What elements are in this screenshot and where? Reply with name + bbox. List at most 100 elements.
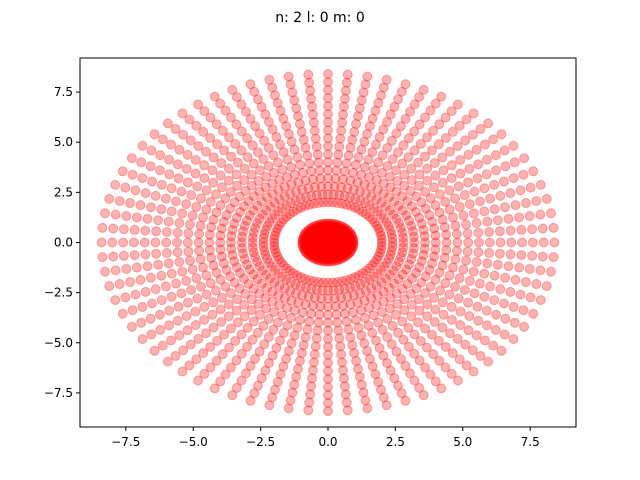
scatter-point-667 bbox=[320, 218, 331, 229]
scatter-point-729 bbox=[361, 209, 372, 220]
scatter-point-80 bbox=[326, 235, 337, 246]
scatter-point-1870 bbox=[535, 265, 546, 276]
scatter-point-75 bbox=[326, 236, 337, 247]
scatter-point-168 bbox=[319, 233, 330, 244]
scatter-point-1434 bbox=[453, 293, 464, 304]
scatter-point-129 bbox=[324, 240, 335, 251]
scatter-point-1712 bbox=[356, 379, 367, 390]
scatter-point-1538 bbox=[212, 139, 223, 150]
scatter-point-112 bbox=[319, 238, 330, 249]
scatter-point-704 bbox=[327, 256, 338, 267]
scatter-point-1874 bbox=[545, 208, 556, 219]
scatter-point-1530 bbox=[323, 109, 333, 120]
scatter-point-1724 bbox=[505, 286, 516, 297]
scatter-point-160 bbox=[324, 232, 335, 243]
scatter-point-1416 bbox=[247, 334, 258, 345]
scatter-point-1143 bbox=[399, 294, 410, 305]
scatter-point-66 bbox=[324, 238, 335, 248]
scatter-point-1479 bbox=[166, 268, 177, 279]
scatter-point-1805 bbox=[518, 169, 529, 180]
y-axis-ticks: −7.5−5.0−2.50.02.55.07.5 bbox=[44, 85, 80, 400]
scatter-point-1562 bbox=[263, 358, 274, 369]
scatter-point-11 bbox=[323, 236, 334, 247]
scatter-point-1819 bbox=[304, 77, 315, 88]
scatter-point-580 bbox=[344, 231, 355, 242]
scatter-point-155 bbox=[326, 233, 337, 244]
scatter-point-1544 bbox=[160, 193, 171, 204]
scatter-point-1302 bbox=[444, 185, 455, 196]
scatter-point-957 bbox=[300, 175, 311, 186]
scatter-point-1181 bbox=[225, 186, 236, 197]
scatter-point-1224 bbox=[452, 237, 463, 248]
scatter-point-595 bbox=[321, 220, 331, 231]
scatter-point-158 bbox=[325, 232, 336, 243]
scatter-point-484 bbox=[319, 250, 330, 261]
scatter-point-510 bbox=[340, 229, 351, 240]
scatter-point-1253 bbox=[217, 182, 228, 193]
scatter-point-87 bbox=[324, 234, 335, 245]
scatter-point-564 bbox=[333, 250, 344, 261]
scatter-point-1346 bbox=[275, 335, 286, 346]
scatter-point-532 bbox=[307, 227, 318, 238]
scatter-point-1334 bbox=[184, 255, 195, 266]
scatter-point-752 bbox=[272, 223, 283, 234]
scatter-point-1637 bbox=[307, 373, 318, 384]
scatter-point-1129 bbox=[277, 310, 288, 321]
scatter-point-488 bbox=[326, 250, 337, 261]
scatter-point-710 bbox=[339, 252, 350, 263]
scatter-point-461 bbox=[308, 230, 319, 241]
scatter-point-623 bbox=[309, 251, 320, 262]
scatter-point-1877 bbox=[528, 166, 539, 177]
scatter-point-647 bbox=[345, 238, 356, 249]
scatter-point-1841 bbox=[127, 305, 138, 316]
scatter-point-151 bbox=[328, 234, 339, 245]
scatter-point-509 bbox=[341, 231, 352, 242]
scatter-point-318 bbox=[312, 232, 323, 243]
scatter-point-874 bbox=[371, 194, 382, 205]
scatter-point-1384 bbox=[349, 126, 360, 137]
scatter-point-1917 bbox=[162, 356, 173, 367]
scatter-point-1469 bbox=[190, 168, 201, 179]
scatter-point-626 bbox=[315, 253, 326, 264]
scatter-point-1531 bbox=[307, 109, 318, 120]
scatter-point-440 bbox=[336, 229, 347, 240]
scatter-point-1635 bbox=[275, 369, 286, 380]
scatter-point-1900 bbox=[149, 129, 160, 140]
scatter-point-521 bbox=[324, 222, 335, 233]
scatter-point-1880 bbox=[496, 129, 507, 140]
scatter-point-83 bbox=[325, 235, 336, 246]
scatter-point-165 bbox=[321, 232, 332, 243]
scatter-point-1501 bbox=[415, 336, 426, 347]
scatter-point-1919 bbox=[193, 375, 204, 386]
scatter-point-539 bbox=[302, 236, 313, 247]
scatter-point-551 bbox=[311, 249, 322, 260]
scatter-point-792 bbox=[387, 237, 398, 248]
scatter-point-1379 bbox=[409, 145, 420, 156]
scatter-point-1814 bbox=[396, 86, 407, 97]
scatter-point-1815 bbox=[378, 82, 389, 93]
scatter-point-1672 bbox=[356, 95, 367, 106]
scatter-point-1854 bbox=[323, 397, 333, 408]
scatter-point-1420 bbox=[296, 348, 307, 359]
scatter-point-1718 bbox=[447, 348, 458, 359]
scatter-point-644 bbox=[344, 243, 355, 254]
scatter-point-1423 bbox=[336, 349, 347, 360]
scatter-point-1208 bbox=[343, 324, 354, 335]
scatter-point-1741 bbox=[409, 99, 420, 110]
scatter-point-1776 bbox=[220, 369, 231, 380]
scatter-point-1802 bbox=[535, 209, 546, 220]
scatter-point-1665 bbox=[460, 135, 471, 146]
scatter-point-1329 bbox=[187, 210, 198, 221]
scatter-point-221 bbox=[331, 234, 342, 245]
scatter-point-543 bbox=[303, 241, 314, 252]
scatter-point-990 bbox=[323, 301, 333, 312]
scatter-point-1254 bbox=[210, 189, 221, 200]
scatter-point-1483 bbox=[190, 306, 201, 317]
scatter-point-553 bbox=[314, 251, 325, 262]
scatter-point-736 bbox=[332, 198, 343, 208]
scatter-point-1370 bbox=[471, 218, 482, 228]
scatter-point-1755 bbox=[178, 129, 189, 140]
scatter-point-937 bbox=[408, 231, 419, 242]
scatter-point-15 bbox=[323, 236, 334, 247]
